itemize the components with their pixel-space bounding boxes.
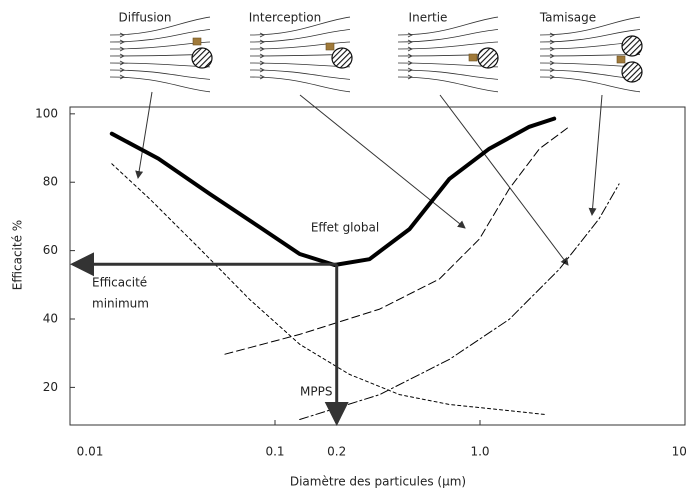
x-tick-label: 1.0	[470, 445, 489, 459]
particle	[616, 55, 626, 64]
y-tick-label: 60	[43, 243, 58, 257]
y-axis-label: Efficacité %	[11, 220, 25, 290]
arrow-tick	[407, 74, 413, 80]
arrow-tick	[407, 32, 413, 38]
inertia-label: Inertie	[409, 11, 448, 25]
fiber	[331, 47, 353, 69]
plot-frame	[69, 106, 686, 426]
x-tick-label: 0.1	[265, 445, 284, 459]
curve	[109, 116, 557, 267]
pointer-arrows	[135, 91, 603, 266]
y-tick-label: 80	[43, 175, 58, 189]
mechanism-icons	[109, 16, 643, 93]
streamline	[109, 69, 211, 80]
streamline	[539, 76, 641, 93]
arrow-tick	[549, 39, 555, 45]
min-label: minimum	[92, 297, 149, 311]
fiber	[621, 35, 643, 57]
streamline	[249, 41, 351, 50]
fiber	[477, 47, 499, 69]
arrow-tick	[407, 46, 413, 52]
y-tick-label: 40	[43, 312, 58, 326]
arrow-tick	[119, 60, 125, 66]
arrow-tick	[259, 39, 265, 45]
arrow	[439, 94, 569, 266]
arrow-tick	[549, 60, 555, 66]
arrow-tick	[549, 46, 555, 52]
arrow	[135, 91, 153, 179]
streamline	[109, 16, 211, 36]
streamline	[109, 29, 211, 43]
particle	[192, 37, 202, 46]
arrow-tick	[259, 32, 265, 38]
mpps-label: MPPS	[300, 385, 332, 399]
particle	[325, 42, 335, 51]
streamline	[249, 69, 351, 80]
arrow-tick	[407, 39, 413, 45]
arrow	[299, 94, 466, 229]
arrow-tick	[259, 46, 265, 52]
diffusion-label: Diffusion	[119, 11, 172, 25]
arrow-tick	[407, 53, 413, 59]
particle	[468, 53, 478, 62]
arrow-tick	[407, 60, 413, 66]
arrow-tick	[259, 67, 265, 73]
streamline	[397, 76, 499, 93]
streamline	[539, 29, 641, 43]
arrow-tick	[119, 46, 125, 52]
streamline	[397, 69, 499, 80]
arrow-tick	[119, 74, 125, 80]
arrow-tick	[259, 74, 265, 80]
global-label: Effet global	[311, 221, 379, 235]
arrow-tick	[549, 53, 555, 59]
streamline	[397, 29, 499, 43]
arrow-tick	[119, 39, 125, 45]
streamline	[397, 41, 499, 50]
streamline	[249, 16, 351, 36]
fiber	[621, 61, 643, 83]
y-tick-label: 20	[43, 380, 58, 394]
arrow-tick	[119, 32, 125, 38]
arrow-tick	[259, 53, 265, 59]
arrow-tick	[119, 67, 125, 73]
arrow-tick	[407, 67, 413, 73]
streamline	[109, 76, 211, 93]
interception-label: Interception	[249, 11, 322, 25]
arrow-tick	[549, 32, 555, 38]
streamline	[249, 76, 351, 93]
streamline	[539, 16, 641, 36]
streamline	[397, 16, 499, 36]
curve	[111, 163, 545, 415]
arrow-tick	[549, 74, 555, 80]
streamline	[249, 29, 351, 43]
arrow-tick	[549, 67, 555, 73]
fiber	[191, 47, 213, 69]
arrow-tick	[119, 53, 125, 59]
arrow	[588, 94, 603, 216]
curve	[299, 183, 620, 420]
curve	[224, 126, 570, 355]
arrow-tick	[259, 60, 265, 66]
x-tick-label: 0.01	[77, 445, 104, 459]
x-tick-label: 0.2	[327, 445, 346, 459]
sieving-label: Tamisage	[539, 11, 596, 25]
min-label: Efficacité	[92, 276, 147, 290]
x-axis-label: Diamètre des particules (µm)	[290, 475, 466, 489]
x-tick-label: 10.0	[672, 445, 686, 459]
y-tick-label: 100	[35, 106, 58, 120]
